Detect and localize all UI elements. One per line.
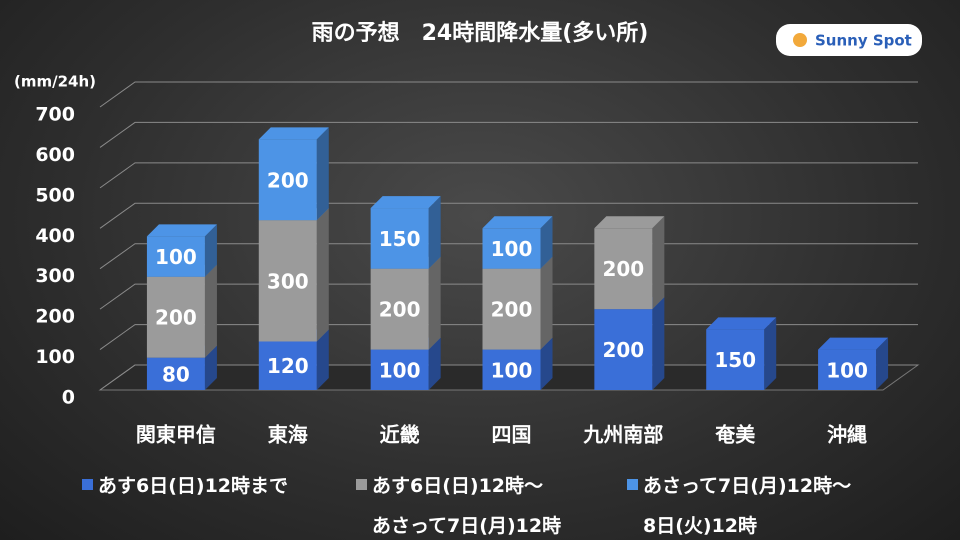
bar-top bbox=[818, 337, 889, 350]
bar bbox=[258, 220, 317, 342]
y-axis-label: (mm/24h) bbox=[14, 73, 96, 91]
bar bbox=[594, 228, 653, 310]
value-label: 200 bbox=[602, 257, 644, 281]
value-label: 100 bbox=[491, 358, 533, 382]
legend-label: あす6日(日)12時～ あさって7日(月)12時 bbox=[372, 475, 562, 537]
value-label: 200 bbox=[602, 338, 644, 362]
x-tick-label: 九州南部 bbox=[582, 423, 663, 447]
x-tick-label: 四国 bbox=[492, 423, 532, 447]
bar-top bbox=[482, 216, 553, 229]
value-label: 300 bbox=[267, 269, 309, 293]
value-label: 200 bbox=[491, 298, 533, 322]
y-tick-label: 200 bbox=[35, 306, 75, 328]
bar-side bbox=[540, 256, 553, 350]
bar-side bbox=[316, 127, 329, 221]
bar bbox=[482, 228, 541, 269]
bar-top bbox=[370, 196, 441, 209]
bar-side bbox=[428, 196, 441, 269]
y-tick-label: 100 bbox=[35, 346, 75, 368]
bar-top bbox=[594, 216, 665, 229]
logo-box bbox=[776, 24, 922, 56]
bar bbox=[706, 329, 765, 390]
bar-top bbox=[146, 224, 217, 237]
grid-line bbox=[99, 202, 918, 229]
bar-side bbox=[204, 345, 217, 390]
bar-side bbox=[764, 317, 777, 390]
bar bbox=[146, 357, 205, 390]
legend-item: あさって7日(月)12時～ 8日(火)12時 bbox=[627, 466, 852, 540]
legend-item: あす6日(日)12時～ あさって7日(月)12時 bbox=[356, 466, 562, 540]
value-label: 150 bbox=[714, 348, 756, 372]
bar-side bbox=[204, 264, 217, 358]
grid-line bbox=[99, 121, 918, 148]
logo-sun bbox=[793, 33, 807, 47]
bar bbox=[146, 236, 205, 277]
bar bbox=[818, 349, 877, 390]
value-label: 100 bbox=[155, 245, 197, 269]
y-tick-label: 700 bbox=[35, 104, 75, 126]
bar bbox=[370, 349, 429, 390]
bar-top bbox=[258, 127, 329, 140]
value-label: 80 bbox=[162, 362, 190, 386]
x-tick-label: 関東甲信 bbox=[136, 423, 216, 447]
x-tick-label: 奄美 bbox=[714, 423, 756, 447]
y-tick-label: 500 bbox=[35, 184, 75, 206]
legend-item: あす6日(日)12時まで bbox=[82, 466, 289, 506]
grid-line bbox=[99, 162, 918, 189]
value-label: 200 bbox=[267, 168, 309, 192]
x-tick-label: 沖縄 bbox=[827, 423, 867, 447]
value-label: 100 bbox=[491, 237, 533, 261]
value-label: 120 bbox=[267, 354, 309, 378]
value-label: 200 bbox=[155, 306, 197, 330]
bar bbox=[370, 208, 429, 269]
value-label: 100 bbox=[379, 358, 421, 382]
legend: あす6日(日)12時まで あす6日(日)12時～ あさって7日(月)12時 あさって… bbox=[0, 466, 960, 540]
bar-side bbox=[652, 216, 665, 310]
value-label: 200 bbox=[379, 298, 421, 322]
bar bbox=[370, 268, 429, 350]
y-tick-label: 600 bbox=[35, 144, 75, 166]
bar-side bbox=[876, 337, 889, 390]
x-tick-label: 東海 bbox=[268, 423, 308, 447]
logo: Sunny Spot bbox=[815, 32, 912, 50]
legend-swatch bbox=[82, 479, 93, 490]
bar-side bbox=[428, 256, 441, 350]
bar-side bbox=[316, 329, 329, 390]
bar-side bbox=[540, 337, 553, 390]
legend-label: あす6日(日)12時まで bbox=[98, 475, 289, 497]
legend-swatch bbox=[356, 479, 367, 490]
bar bbox=[482, 349, 541, 390]
bar bbox=[258, 139, 317, 221]
bar-top bbox=[706, 317, 777, 330]
bar bbox=[146, 276, 205, 358]
x-tick-label: 近畿 bbox=[380, 423, 420, 447]
legend-swatch bbox=[627, 479, 638, 490]
bar-side bbox=[652, 297, 665, 390]
bar-side bbox=[428, 337, 441, 390]
y-tick-label: 0 bbox=[62, 387, 75, 409]
chart-title: 雨の予想 24時間降水量(多い所) bbox=[312, 20, 649, 46]
y-tick-label: 300 bbox=[35, 265, 75, 287]
value-label: 150 bbox=[379, 227, 421, 251]
y-tick-label: 400 bbox=[35, 225, 75, 247]
value-label: 100 bbox=[826, 358, 868, 382]
bar-side bbox=[540, 216, 553, 269]
grid-line bbox=[99, 81, 918, 108]
legend-label: あさって7日(月)12時～ 8日(火)12時 bbox=[643, 475, 852, 537]
bar-side bbox=[316, 208, 329, 342]
bar-side bbox=[204, 224, 217, 277]
bar bbox=[482, 268, 541, 350]
bar bbox=[258, 341, 317, 390]
bar bbox=[594, 309, 653, 390]
